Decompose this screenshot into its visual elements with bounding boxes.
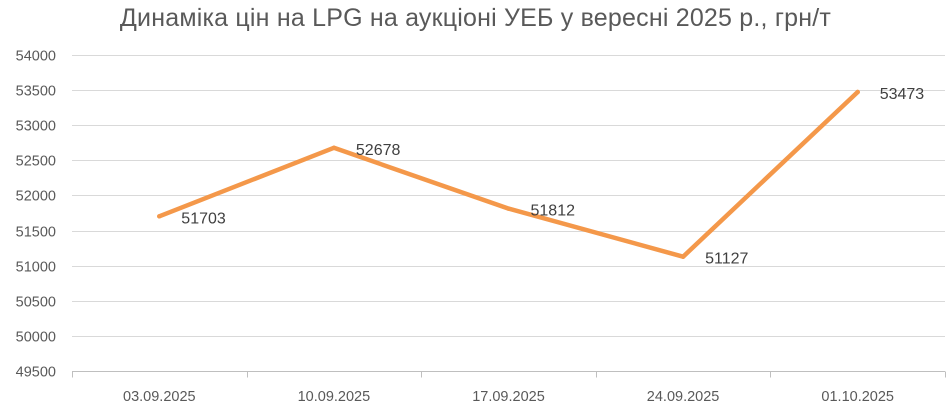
y-tick-label: 50500: [16, 295, 56, 311]
data-labels: 51703 52678 51812 51127 53473: [181, 86, 924, 268]
x-tick-label: 17.09.2025: [472, 389, 545, 405]
y-tick-label: 51500: [16, 225, 56, 241]
data-point: [855, 89, 860, 95]
y-tick-label: 49500: [16, 365, 56, 381]
data-label: 53473: [880, 86, 925, 103]
y-tick-label: 52000: [16, 189, 56, 205]
y-tick-label: 52500: [16, 154, 56, 170]
y-axis-tick-labels: 54000 53500 53000 52500 52000 51500 51000 50500…: [16, 49, 56, 381]
data-point: [506, 206, 511, 211]
data-point: [680, 254, 686, 259]
data-label: 51703: [181, 210, 226, 227]
x-tick-label: 24.09.2025: [647, 389, 720, 405]
chart-title: Динаміка цін на LPG на аукціоні УЕБ у ве…: [119, 4, 832, 32]
x-axis: [72, 371, 946, 378]
x-tick-label: 10.09.2025: [298, 389, 371, 405]
series-line: [157, 89, 860, 259]
y-tick-label: 53500: [16, 84, 56, 100]
gridlines: [72, 55, 945, 337]
x-axis-tick-labels: 03.09.2025 10.09.2025 17.09.2025 24.09.2025…: [123, 389, 894, 405]
y-tick-label: 54000: [16, 49, 56, 65]
y-tick-label: 51000: [16, 260, 56, 276]
y-tick-label: 50000: [16, 330, 56, 346]
data-label: 51812: [531, 203, 576, 220]
data-point: [157, 214, 162, 219]
data-point: [331, 145, 337, 151]
x-tick-label: 01.10.2025: [821, 389, 894, 405]
x-tick-label: 03.09.2025: [123, 389, 196, 405]
data-label: 52678: [356, 142, 401, 159]
y-tick-label: 53000: [16, 119, 56, 135]
data-label: 51127: [705, 251, 748, 268]
